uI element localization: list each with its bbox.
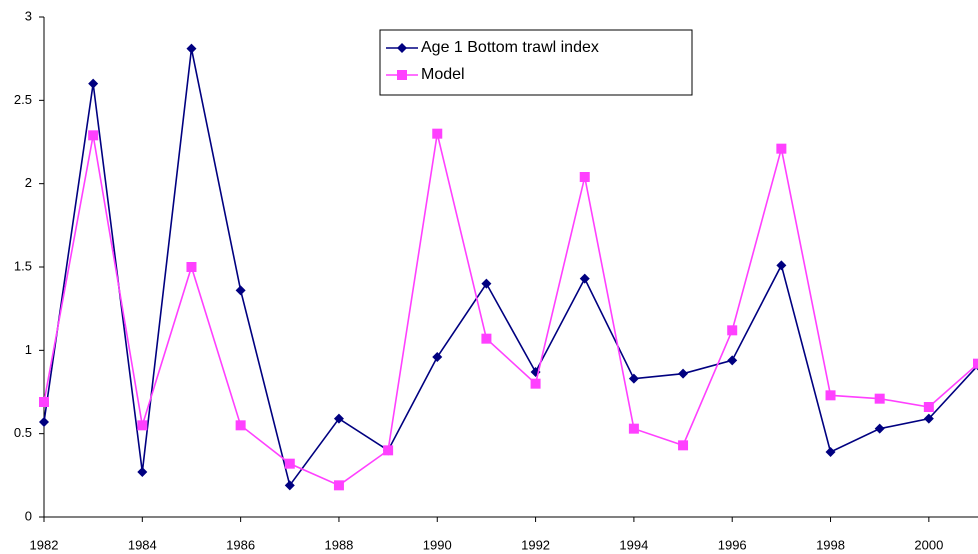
legend-label: Age 1 Bottom trawl index (421, 39, 599, 56)
x-tick-label: 1996 (718, 537, 747, 552)
x-tick-label: 1994 (619, 537, 648, 552)
marker (973, 358, 978, 369)
marker (874, 423, 885, 434)
marker (333, 413, 344, 424)
marker (579, 172, 590, 182)
y-tick-label: 2 (25, 175, 32, 190)
marker (235, 285, 246, 296)
marker (923, 413, 934, 424)
marker (235, 420, 246, 431)
marker (137, 420, 148, 431)
y-tick-label: 1 (25, 342, 32, 357)
marker (923, 402, 934, 412)
x-tick-label: 1984 (128, 537, 157, 552)
y-tick-label: 3 (25, 8, 32, 23)
marker (432, 128, 443, 139)
marker (727, 325, 738, 336)
marker (39, 397, 49, 407)
marker (825, 447, 836, 457)
marker (628, 423, 639, 434)
marker (39, 417, 49, 427)
marker (579, 273, 590, 284)
legend-label: Model (421, 66, 465, 83)
marker (481, 278, 492, 289)
y-tick-label: 2.5 (14, 92, 32, 107)
series-line (43, 48, 978, 488)
marker (481, 333, 492, 344)
marker (776, 260, 787, 271)
marker (333, 480, 344, 491)
x-tick-label: 1990 (423, 537, 452, 552)
marker (530, 378, 541, 389)
marker (186, 262, 197, 272)
y-tick-label: 1.5 (14, 258, 32, 273)
marker (432, 352, 443, 362)
marker (284, 458, 295, 469)
marker (825, 390, 836, 401)
x-tick-label: 1982 (30, 537, 59, 552)
x-tick-label: 1992 (521, 537, 550, 552)
x-tick-label: 1998 (816, 537, 845, 552)
legend-box (379, 29, 693, 96)
marker (186, 43, 197, 54)
marker (874, 393, 885, 404)
marker (678, 440, 689, 451)
marker (284, 480, 295, 491)
legend-marker (397, 43, 407, 53)
marker (88, 78, 99, 89)
series-line (43, 133, 978, 487)
x-tick-label: 1988 (324, 537, 353, 552)
legend-marker (397, 70, 407, 80)
y-tick-label: 0 (25, 508, 32, 523)
marker (628, 373, 639, 384)
marker (383, 445, 394, 456)
legend: Age 1 Bottom trawl index Model (379, 29, 693, 96)
marker (776, 143, 787, 154)
y-tick-label: 0.5 (14, 425, 32, 440)
x-tick-label: 1986 (226, 537, 255, 552)
marker (88, 130, 99, 141)
marker (678, 368, 689, 379)
marker (137, 467, 148, 477)
x-tick-label: 2000 (914, 537, 943, 552)
marker (727, 355, 738, 366)
